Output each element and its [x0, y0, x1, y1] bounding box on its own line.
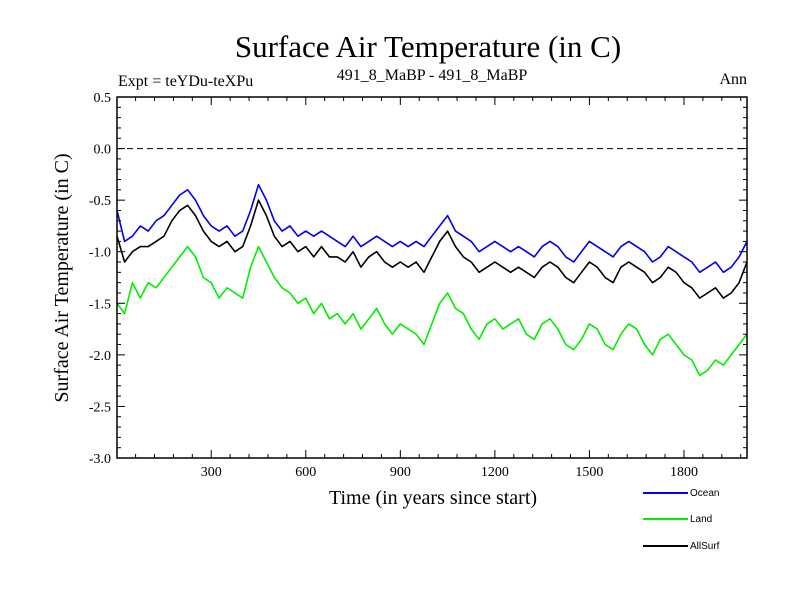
y-tick-label: -1.5	[89, 297, 111, 312]
chart-subtitle-left: Expt = teYDu-teXPu	[118, 73, 253, 90]
series-line-land	[116, 245, 748, 377]
x-tick-label: 900	[390, 465, 411, 480]
legend-label-allsurf: AllSurf	[690, 541, 720, 552]
x-axis-ticks: 300 600 900 1200 1500 1800	[135, 97, 742, 480]
legend-label-land: Land	[690, 514, 712, 525]
legend-label-ocean: Ocean	[690, 488, 719, 499]
series-line-allsurf	[116, 199, 748, 299]
x-tick-label: 600	[295, 465, 316, 480]
series-line-ocean	[116, 183, 748, 274]
y-tick-label: -3.0	[89, 452, 111, 467]
y-axis-ticks: 0.5 0.0 -0.5 -1.0 -1.5 -2.0 -2.5 -3.0	[89, 91, 747, 467]
plot-frame	[116, 96, 748, 459]
x-tick-label: 1800	[670, 465, 698, 480]
x-axis-label: Time (in years since start)	[329, 487, 537, 509]
data-series-group	[116, 183, 748, 377]
x-tick-label: 1200	[481, 465, 509, 480]
chart-subtitle-center: 491_8_MaBP - 491_8_MaBP	[337, 67, 528, 84]
y-tick-label: -2.0	[89, 349, 111, 364]
y-tick-label: -0.5	[89, 194, 111, 209]
x-tick-label: 300	[201, 465, 222, 480]
y-axis-label: Surface Air Temperature (in C)	[51, 153, 73, 402]
plot-area: 300 600 900 1200 1500 1800 0.5 0.0 -0.5 -1.0 -1.5…	[89, 91, 748, 480]
chart-title: Surface Air Temperature (in C)	[235, 29, 621, 64]
y-tick-label: -1.0	[89, 246, 111, 261]
legend: Ocean Land AllSurf	[643, 488, 720, 552]
y-tick-label: -2.5	[89, 400, 111, 415]
y-tick-label: 0.5	[94, 91, 112, 106]
y-tick-label: 0.0	[94, 143, 112, 158]
x-tick-label: 1500	[575, 465, 603, 480]
chart-subtitle-right: Ann	[719, 71, 747, 88]
